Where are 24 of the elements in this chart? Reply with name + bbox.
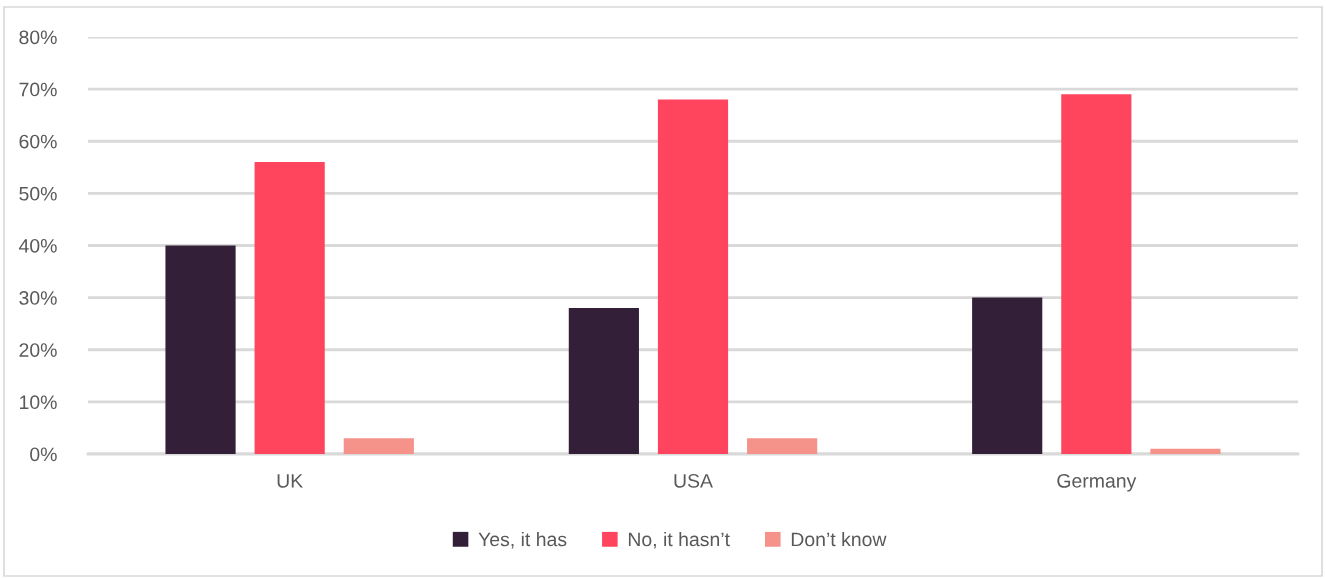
bar [568,308,639,454]
y-tick-label: 0% [30,447,57,462]
bar [254,162,325,454]
y-tick-label: 10% [20,395,57,410]
legend-label: No, it hasn’t [628,531,730,549]
y-tick-label: 40% [18,238,57,253]
bar [165,245,236,454]
x-tick-label: Germany [1057,473,1137,492]
bar [343,438,414,454]
x-tick-label: USA [674,473,713,488]
bar [1061,94,1132,454]
x-tick-label: UK [277,474,303,488]
bar [657,99,729,454]
y-tick-label: 80% [19,30,57,45]
legend-label: Yes, it has [478,531,567,549]
y-tick-label: 60% [19,134,57,149]
y-tick-label: 20% [19,343,57,357]
y-tick-label: 70% [19,82,57,97]
bar [972,297,1043,454]
y-tick-label: 50% [19,186,57,201]
y-tick-label: 30% [19,291,57,305]
legend-label: Don’t know [791,531,887,547]
bar [747,438,818,454]
bar [1150,448,1221,454]
